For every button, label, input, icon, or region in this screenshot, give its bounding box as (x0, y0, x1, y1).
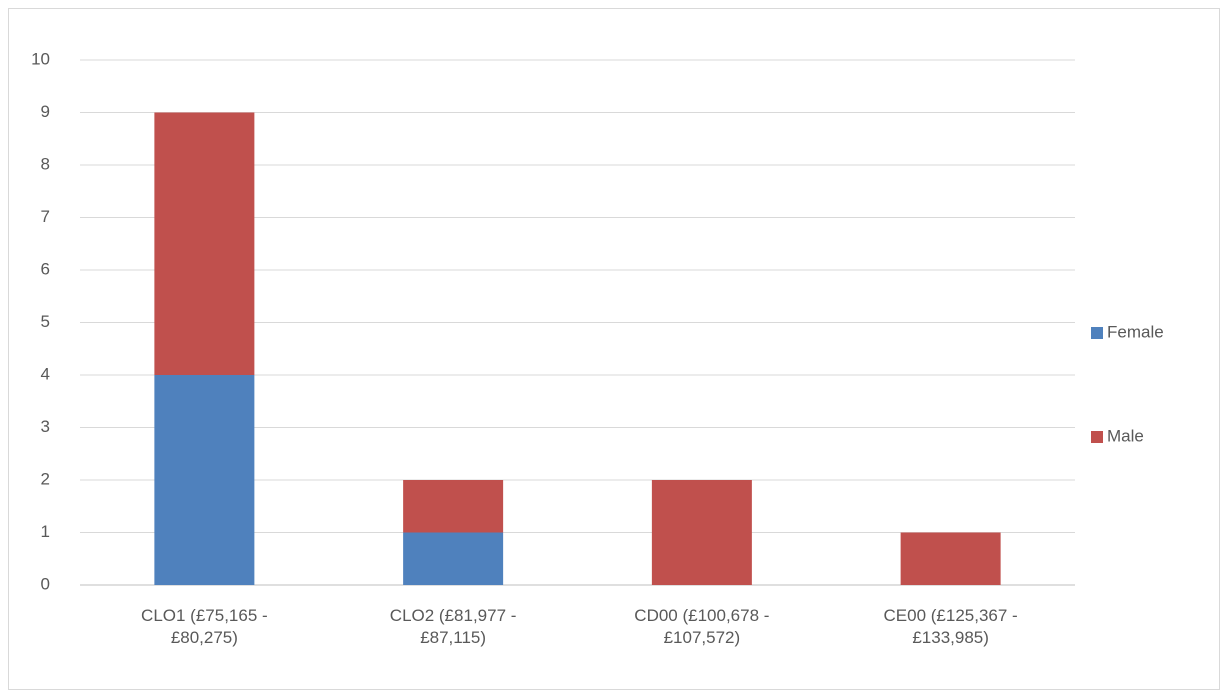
legend-swatch (1091, 431, 1103, 443)
y-tick-label: 10 (31, 49, 50, 68)
y-tick-label: 7 (41, 207, 50, 226)
y-tick-label: 6 (41, 259, 50, 278)
y-tick-label: 5 (41, 312, 50, 331)
bar-segment (900, 532, 1001, 585)
legend-label: Female (1107, 322, 1164, 341)
bar-segment (403, 480, 504, 533)
x-tick-label: CLO2 (£81,977 - £87,115) (389, 606, 517, 647)
y-tick-label: 1 (41, 522, 50, 541)
bar-segment (154, 112, 255, 375)
y-tick-label: 3 (41, 417, 50, 436)
y-tick-label: 8 (41, 154, 50, 173)
x-tick-label: CE00 (£125,367 - £133,985) (883, 606, 1018, 647)
legend-swatch (1091, 327, 1103, 339)
bar-segment (651, 480, 752, 585)
bar-segment (154, 375, 255, 585)
y-tick-label: 0 (41, 574, 50, 593)
y-tick-label: 2 (41, 469, 50, 488)
bar-segment (403, 532, 504, 585)
legend-label: Male (1107, 426, 1144, 445)
y-tick-label: 4 (41, 364, 50, 383)
x-tick-label: CD00 (£100,678 - £107,572) (634, 606, 770, 647)
x-tick-label: CLO1 (£75,165 - £80,275) (141, 606, 268, 647)
y-tick-label: 9 (41, 102, 50, 121)
